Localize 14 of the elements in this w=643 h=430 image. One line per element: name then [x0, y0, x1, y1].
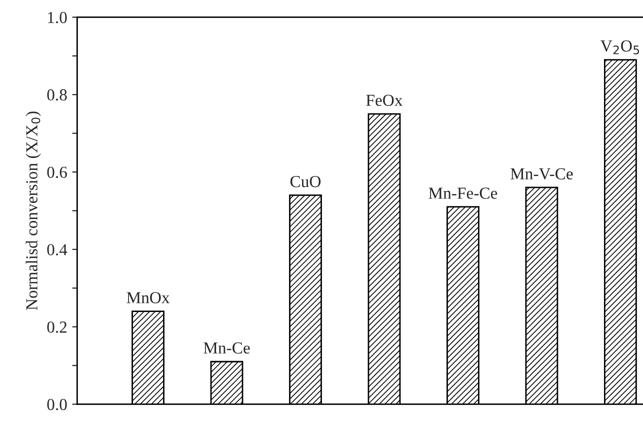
- x-tick-label: FeOx: [366, 94, 403, 106]
- x-tick-label: Mn-Ce: [204, 342, 250, 354]
- y-tick-label: 0.0: [47, 398, 67, 410]
- x-tick-label: MnOx: [126, 292, 170, 304]
- y-tick-label: 0.4: [47, 244, 68, 256]
- x-tick-label: CuO: [290, 176, 321, 188]
- y-tick-label: 0.2: [47, 322, 67, 333]
- x-tick-label: Mn-V-Ce: [510, 168, 573, 180]
- y-tick-label: 0.8: [47, 89, 67, 101]
- y-tick-label: 1.0: [48, 12, 67, 24]
- y-axis-title: Normalisd conversion (X/X$_{0}$): [26, 112, 41, 310]
- x-tick-label: Mn-Fe-Ce: [428, 188, 498, 199]
- x-tick-label: V$_{2}$O$_{5}$: [600, 40, 640, 54]
- y-tick-label: 0.6: [47, 166, 67, 178]
